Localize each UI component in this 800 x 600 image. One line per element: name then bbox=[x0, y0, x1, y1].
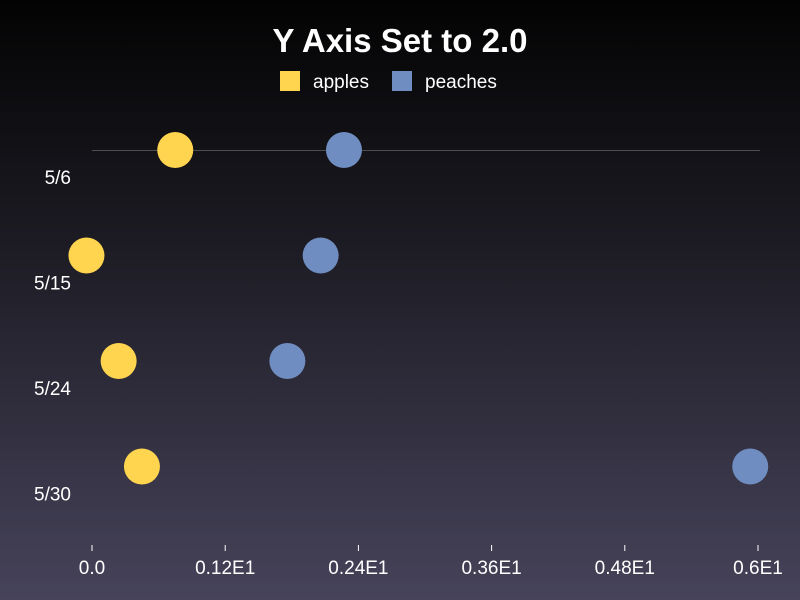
y-axis: 5/6 5/15 5/24 5/30 bbox=[34, 168, 71, 506]
data-point-peaches[interactable] bbox=[732, 448, 769, 485]
y-tick-label: 5/6 bbox=[45, 168, 71, 189]
plot-area bbox=[68, 132, 769, 485]
y-tick-label: 5/30 bbox=[34, 485, 71, 506]
x-tick-label: 0.24E1 bbox=[328, 558, 388, 579]
data-point-peaches[interactable] bbox=[302, 237, 339, 274]
data-point-apples[interactable] bbox=[68, 237, 105, 274]
legend-swatch-apples bbox=[280, 71, 300, 91]
y-tick-label: 5/24 bbox=[34, 379, 71, 400]
legend: apples peaches bbox=[280, 71, 497, 93]
data-point-apples[interactable] bbox=[100, 343, 137, 379]
x-tick-label: 0.0 bbox=[79, 558, 105, 579]
legend-label-peaches: peaches bbox=[425, 72, 497, 93]
x-tick-label: 0.48E1 bbox=[595, 558, 655, 579]
data-point-apples[interactable] bbox=[123, 448, 160, 485]
x-tick-label: 0.6E1 bbox=[733, 558, 783, 579]
data-point-peaches[interactable] bbox=[269, 343, 306, 379]
data-point-peaches[interactable] bbox=[325, 132, 362, 168]
data-point-apples[interactable] bbox=[157, 132, 194, 168]
legend-label-apples: apples bbox=[313, 72, 369, 93]
y-tick-label: 5/15 bbox=[34, 274, 71, 295]
x-axis: 0.0 0.12E1 0.24E1 0.36E1 0.48E1 0.6E1 bbox=[79, 545, 783, 579]
x-tick-label: 0.12E1 bbox=[195, 558, 255, 579]
legend-swatch-peaches bbox=[392, 71, 412, 91]
chart-title: Y Axis Set to 2.0 bbox=[273, 22, 528, 59]
x-tick-label: 0.36E1 bbox=[461, 558, 521, 579]
